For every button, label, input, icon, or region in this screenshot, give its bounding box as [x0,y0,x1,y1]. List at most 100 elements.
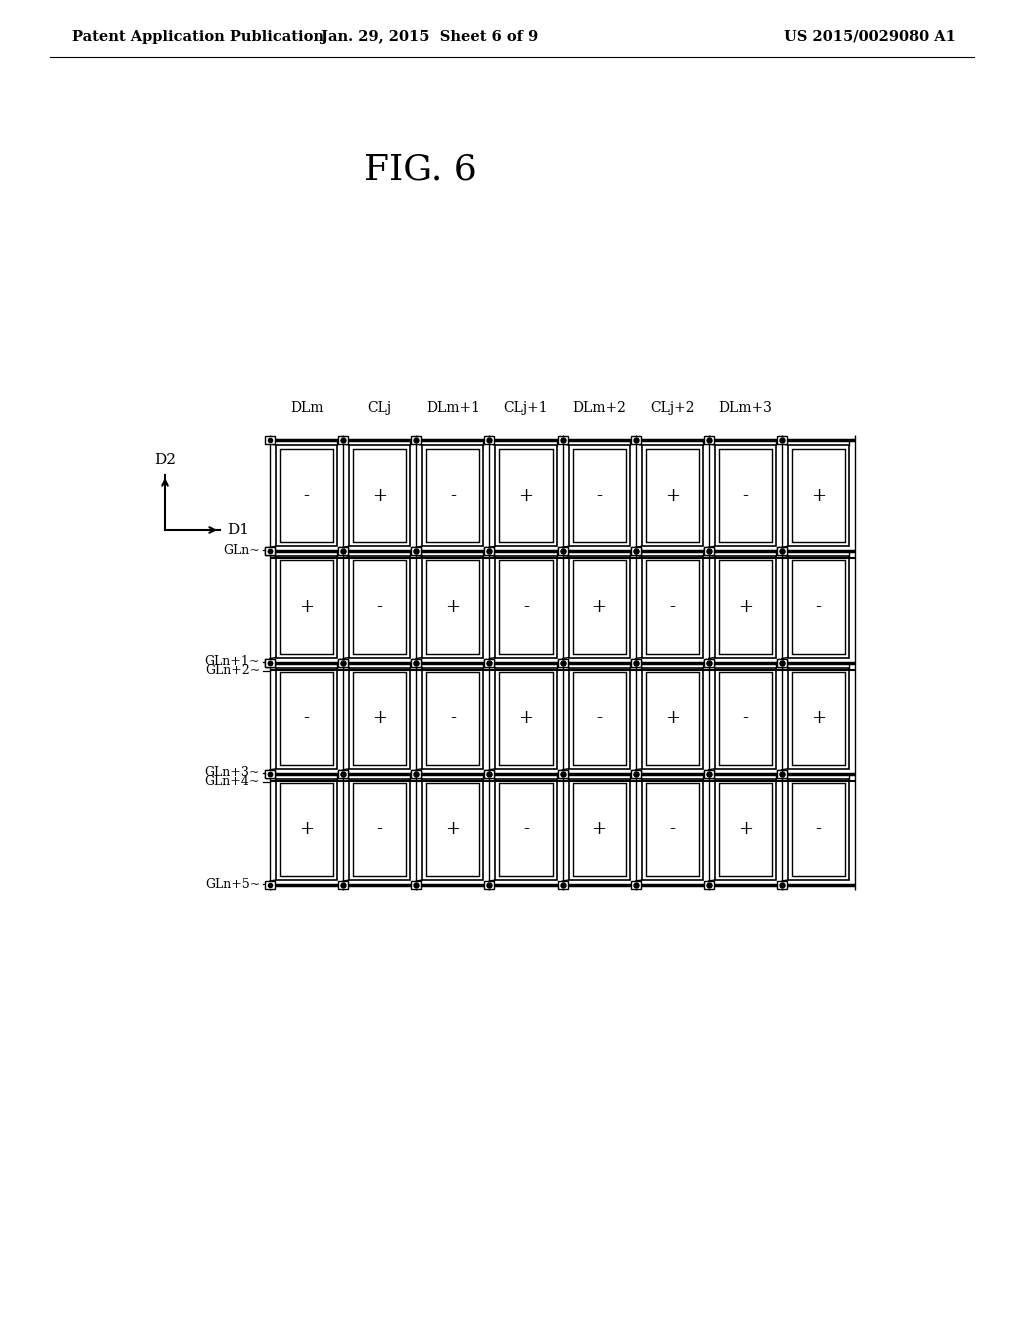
Text: +: + [811,709,826,727]
Bar [484,659,495,667]
Text: +: + [665,709,680,727]
Bar [426,560,479,653]
Bar [703,770,714,777]
Bar [338,880,348,888]
Bar [631,659,641,667]
Text: -: - [815,820,821,838]
Bar [557,880,567,888]
Text: GLn+5~: GLn+5~ [205,878,260,891]
Bar [645,560,698,653]
Bar [715,556,776,657]
Bar [642,779,702,880]
Bar [280,672,333,764]
Text: -: - [303,487,309,504]
Bar [338,659,348,667]
Bar [338,770,348,777]
Bar [777,436,786,444]
Text: -: - [742,709,749,727]
Bar [719,560,772,653]
Bar [631,548,641,556]
Text: -: - [377,598,383,616]
Bar [500,449,553,543]
Bar [792,672,845,764]
Text: -: - [670,598,675,616]
Text: -: - [815,598,821,616]
Text: +: + [518,709,534,727]
Bar [719,672,772,764]
Bar [265,770,275,777]
Bar [349,556,411,657]
Bar [484,770,495,777]
Text: CLj: CLj [368,401,392,414]
Text: +: + [372,487,387,504]
Bar [500,672,553,764]
Bar [777,770,786,777]
Bar [703,436,714,444]
Text: Jan. 29, 2015  Sheet 6 of 9: Jan. 29, 2015 Sheet 6 of 9 [322,30,539,44]
Bar [265,880,275,888]
Bar [500,560,553,653]
Bar [557,659,567,667]
Bar [496,445,556,546]
Bar [265,548,275,556]
Bar [572,449,626,543]
Bar [568,779,630,880]
Bar [426,783,479,876]
Bar [265,770,275,777]
Bar [787,445,849,546]
Bar [349,779,411,880]
Bar [777,659,786,667]
Text: +: + [592,820,606,838]
Text: -: - [450,709,456,727]
Bar [557,436,567,444]
Text: -: - [450,487,456,504]
Bar [568,445,630,546]
Bar [777,880,786,888]
Bar [484,659,495,667]
Bar [572,783,626,876]
Bar [645,783,698,876]
Bar [777,659,786,667]
Text: GLn+2~: GLn+2~ [205,664,260,677]
Text: D2: D2 [154,453,176,467]
Bar [642,556,702,657]
Bar [792,449,845,543]
Bar [265,659,275,667]
Bar [703,770,714,777]
Text: +: + [445,598,461,616]
Bar [645,672,698,764]
Bar [715,668,776,768]
Bar [349,668,411,768]
Bar [572,560,626,653]
Text: -: - [596,487,602,504]
Bar [787,779,849,880]
Text: DLm+2: DLm+2 [572,401,626,414]
Bar [338,548,348,556]
Text: +: + [445,820,461,838]
Bar [412,659,421,667]
Bar [703,880,714,888]
Bar [642,445,702,546]
Text: +: + [299,820,314,838]
Bar [777,548,786,556]
Text: +: + [738,820,753,838]
Bar [496,779,556,880]
Bar [631,548,641,556]
Bar [412,436,421,444]
Bar [280,560,333,653]
Bar [484,548,495,556]
Bar [703,659,714,667]
Text: +: + [665,487,680,504]
Text: GLn~: GLn~ [223,544,260,557]
Bar [338,659,348,667]
Bar [412,770,421,777]
Bar [353,560,407,653]
Text: -: - [596,709,602,727]
Bar [631,659,641,667]
Text: GLn+1~: GLn+1~ [205,655,260,668]
Bar [777,770,786,777]
Bar [631,436,641,444]
Text: -: - [377,820,383,838]
Bar [422,668,483,768]
Bar [703,548,714,556]
